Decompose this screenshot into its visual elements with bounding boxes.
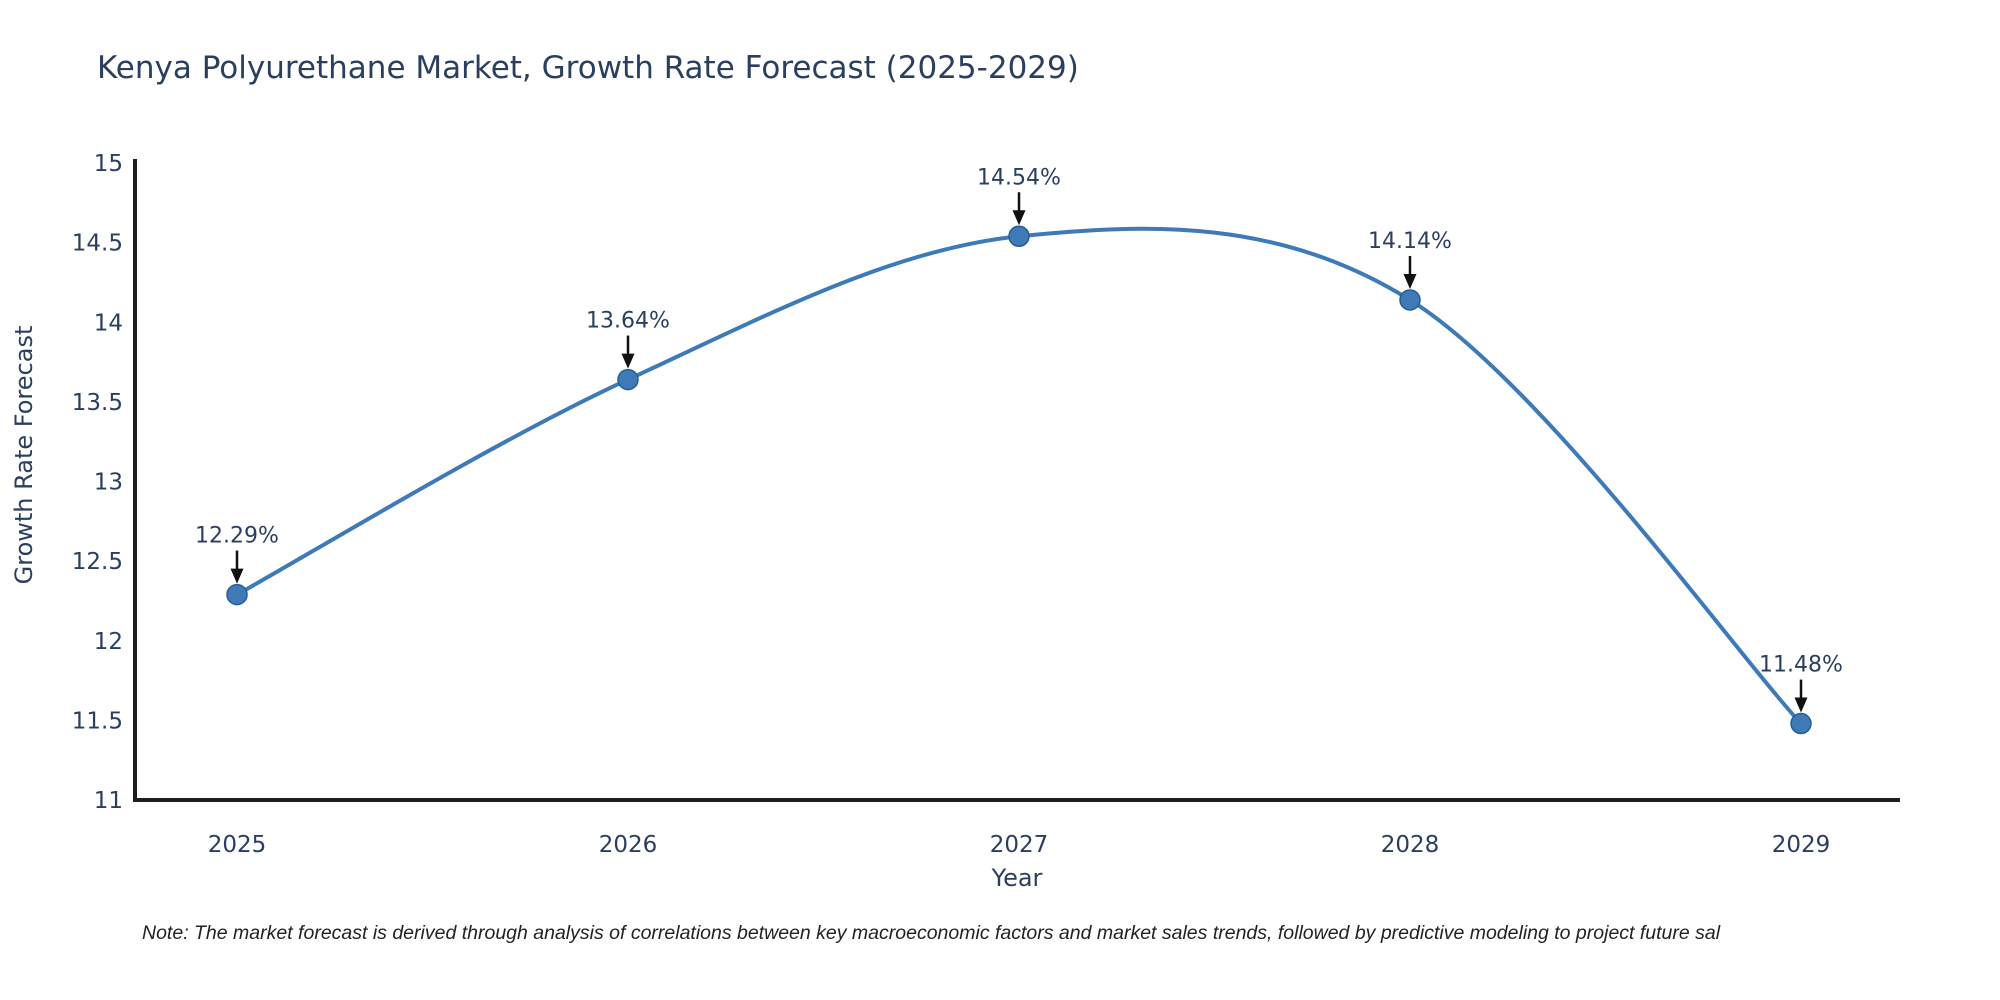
data-point-marker[interactable] (617, 368, 639, 391)
x-axis-title: Year (991, 864, 1043, 892)
y-tick-label: 11.5 (72, 708, 123, 734)
axes (133, 159, 1900, 802)
data-point-markers (226, 225, 1812, 735)
y-tick-label: 13.5 (72, 390, 123, 416)
annotation-arrowhead-icon (1794, 697, 1808, 713)
y-tick-label: 13 (94, 470, 123, 496)
annotation-arrowhead-icon (1403, 273, 1417, 289)
x-tick-label: 2029 (1772, 832, 1831, 858)
x-axis-ticks: 2025 2026 2027 2028 2029 (208, 832, 1831, 858)
point-label: 14.54% (977, 165, 1061, 190)
y-tick-label: 15 (94, 151, 123, 177)
y-tick-label: 11 (94, 788, 123, 814)
y-axis-ticks: 11 11.5 12 12.5 13 13.5 14 14.5 15 (72, 151, 123, 814)
point-label: 14.14% (1368, 229, 1452, 254)
x-tick-label: 2028 (1381, 832, 1440, 858)
y-tick-label: 14.5 (72, 231, 123, 257)
y-axis-title: Growth Rate Forecast (10, 326, 38, 585)
point-annotations: 12.29% 13.64% 14.54% 14.14% 11.48% (195, 165, 1843, 713)
annotation-arrowhead-icon (230, 568, 244, 584)
data-point-marker[interactable] (226, 583, 248, 606)
x-tick-label: 2027 (990, 832, 1049, 858)
y-tick-label: 14 (94, 310, 123, 336)
trend-line (235, 226, 1803, 726)
annotation-arrowhead-icon (1012, 210, 1026, 226)
y-tick-label: 12 (94, 629, 123, 655)
x-tick-label: 2025 (208, 832, 267, 858)
x-tick-label: 2026 (599, 832, 658, 858)
footnote: Note: The market forecast is derived thr… (142, 922, 1721, 944)
point-label: 11.48% (1759, 653, 1843, 678)
point-label: 12.29% (195, 524, 279, 549)
data-point-marker[interactable] (1008, 225, 1030, 248)
chart-title: Kenya Polyurethane Market, Growth Rate F… (97, 50, 1079, 86)
y-tick-label: 12.5 (72, 549, 123, 575)
data-point-marker[interactable] (1790, 712, 1812, 735)
data-point-marker[interactable] (1399, 289, 1421, 311)
point-label: 13.64% (586, 309, 670, 334)
annotation-arrowhead-icon (621, 353, 635, 369)
